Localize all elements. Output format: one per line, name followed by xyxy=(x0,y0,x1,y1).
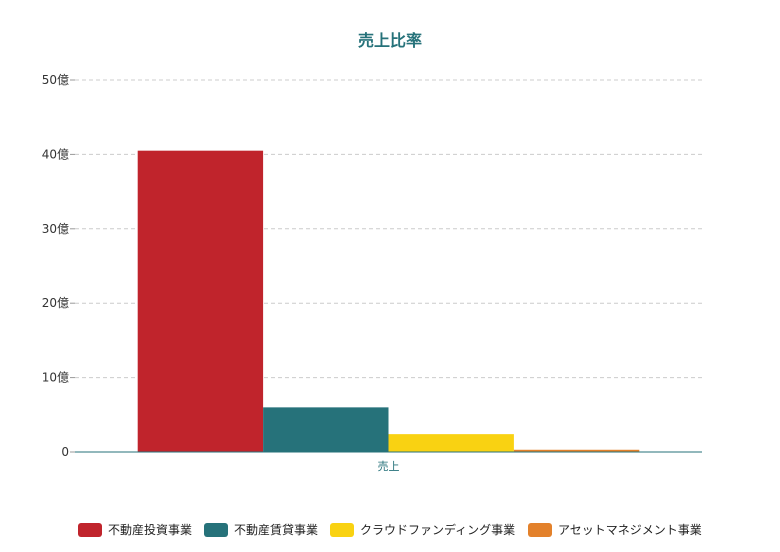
bar-1[interactable] xyxy=(137,150,264,452)
legend-swatch xyxy=(528,523,552,537)
legend-swatch xyxy=(204,523,228,537)
x-category-label: 売上 xyxy=(378,460,400,473)
chart-title: 売上比率 xyxy=(358,31,422,50)
bar-3[interactable] xyxy=(388,434,514,452)
y-tick-label: 30億 xyxy=(42,222,69,236)
y-tick-label: 40億 xyxy=(42,147,69,161)
legend: 不動産投資事業 不動産賃貸事業 クラウドファンディング事業 アセットマネジメント事業 xyxy=(78,522,702,537)
bars xyxy=(137,150,640,452)
y-tick-label: 50億 xyxy=(42,73,69,87)
legend-label: アセットマネジメント事業 xyxy=(558,523,702,537)
legend-label: 不動産賃貸事業 xyxy=(234,522,318,537)
bar-4[interactable] xyxy=(513,449,640,452)
y-axis-ticks: 0 10億 20億 30億 40億 50億 xyxy=(42,73,75,459)
y-tick-label: 0 xyxy=(61,445,69,459)
legend-item-3[interactable]: クラウドファンディング事業 xyxy=(330,522,515,537)
bar-2[interactable] xyxy=(263,407,389,452)
legend-swatch xyxy=(330,523,354,537)
x-axis-categories: 売上 xyxy=(378,460,400,473)
legend-item-1[interactable]: 不動産投資事業 xyxy=(78,522,192,537)
y-tick-label: 20億 xyxy=(42,296,69,310)
legend-swatch xyxy=(78,523,102,537)
legend-label: クラウドファンディング事業 xyxy=(360,522,515,537)
legend-item-4[interactable]: アセットマネジメント事業 xyxy=(528,523,702,537)
legend-label: 不動産投資事業 xyxy=(108,522,192,537)
legend-item-2[interactable]: 不動産賃貸事業 xyxy=(204,522,318,537)
y-tick-label: 10億 xyxy=(42,371,69,385)
